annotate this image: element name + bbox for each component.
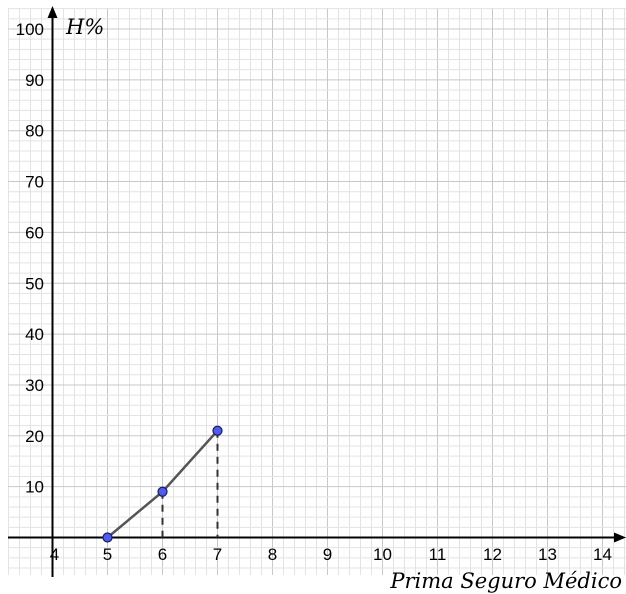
y-tick-labels: 10 20 30 40 50 60 70 80 90 100: [16, 20, 44, 497]
x-tick-label: 10: [373, 545, 392, 564]
x-tick-label: 4: [50, 545, 59, 564]
x-tick-label: 14: [593, 545, 612, 564]
y-tick-label: 90: [25, 71, 44, 90]
y-axis-title: H%: [65, 15, 104, 39]
data-point: [212, 425, 223, 436]
y-tick-label: 30: [25, 376, 44, 395]
y-tick-label: 40: [25, 325, 44, 344]
y-tick-label: 80: [25, 122, 44, 141]
x-tick-labels: 4 5 6 7 8 9 10 11 12 13 14: [50, 545, 612, 564]
x-tick-label: 5: [103, 545, 112, 564]
x-tick-label: 12: [483, 545, 502, 564]
x-tick-label: 13: [538, 545, 557, 564]
y-tick-label: 10: [25, 478, 44, 497]
x-axis-arrow: [614, 532, 626, 543]
x-tick-label: 6: [158, 545, 167, 564]
x-axis-title: Prima Seguro Médico: [389, 569, 622, 593]
x-tick-label: 11: [429, 545, 447, 564]
x-tick-label: 8: [268, 545, 277, 564]
y-tick-label: 70: [25, 173, 44, 192]
x-tick-label: 9: [323, 545, 332, 564]
y-tick-label: 60: [25, 223, 44, 242]
grid: [8, 8, 626, 575]
y-axis-arrow: [47, 6, 58, 18]
data-point: [157, 486, 168, 497]
y-tick-label: 20: [25, 427, 44, 446]
data-marks: [102, 425, 223, 543]
x-tick-label: 7: [213, 545, 222, 564]
y-tick-label: 100: [16, 20, 44, 39]
data-point: [102, 532, 113, 543]
y-tick-label: 50: [25, 274, 44, 293]
